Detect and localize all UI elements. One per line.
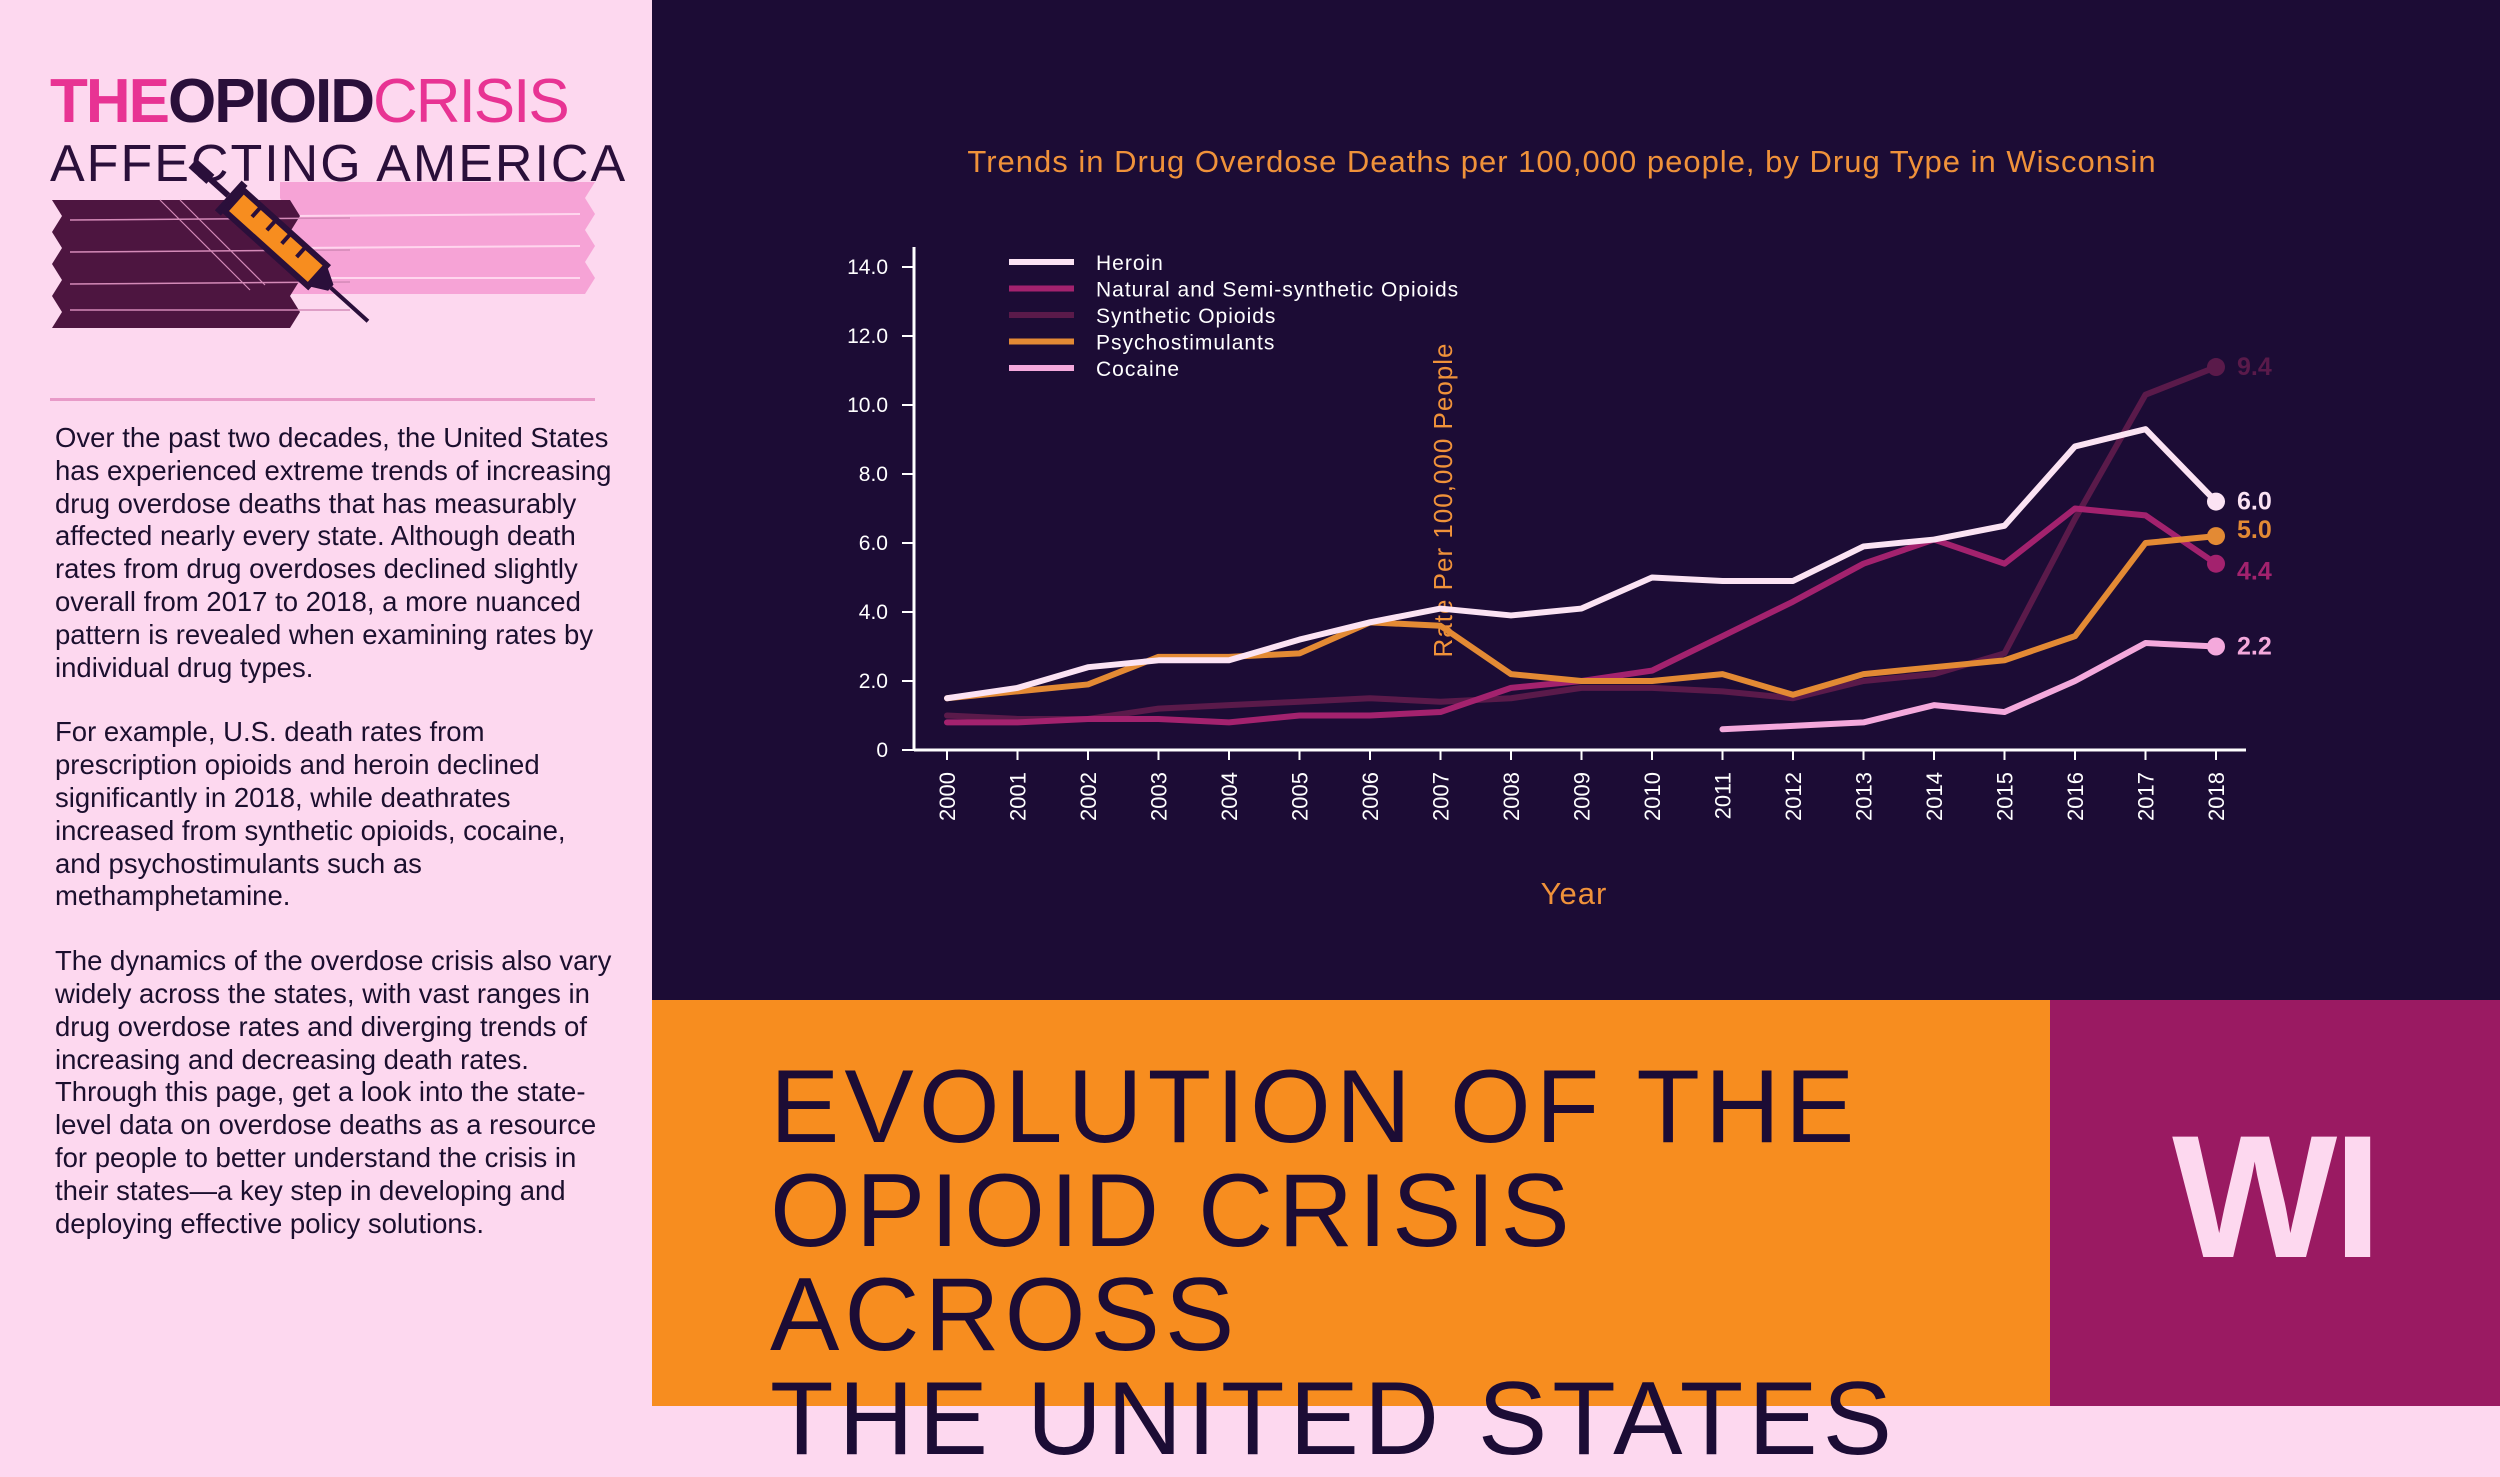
series-end-point bbox=[2207, 527, 2225, 546]
chart-y-axis-label: Rate Per 100,000 People bbox=[1428, 343, 1458, 658]
legend-label: Cocaine bbox=[1096, 358, 1180, 381]
x-tick-label: 2007 bbox=[1429, 772, 1454, 821]
intro-paragraph-1: Over the past two decades, the United St… bbox=[55, 422, 612, 683]
x-tick-label: 2003 bbox=[1147, 772, 1172, 821]
series-end-point bbox=[2207, 358, 2225, 377]
x-tick-label: 2013 bbox=[1852, 772, 1877, 821]
brand-title: THEOPIOIDCRISIS AFFECTING AMERICA bbox=[50, 66, 628, 193]
chart-title: Trends in Drug Overdose Deaths per 100,0… bbox=[967, 144, 2156, 179]
legend-label: Natural and Semi-synthetic Opioids bbox=[1096, 279, 1459, 302]
y-tick-label: 0 bbox=[876, 739, 888, 762]
intro-paragraph-3: The dynamics of the overdose crisis also… bbox=[55, 945, 612, 1239]
x-tick-label: 2018 bbox=[2204, 772, 2229, 821]
series-line-synthetic-opioids bbox=[944, 364, 2219, 722]
series-line-heroin bbox=[944, 426, 2219, 702]
y-tick-label: 8.0 bbox=[859, 463, 888, 486]
brand-the: THE bbox=[50, 67, 170, 136]
chart-x-axis-label: Year bbox=[1541, 876, 1608, 911]
series-end-label: 2.2 bbox=[2237, 633, 2272, 661]
state-badge: WI bbox=[2050, 1000, 2500, 1406]
x-tick-label: 2008 bbox=[1499, 772, 1524, 821]
series-end-point bbox=[2207, 637, 2225, 656]
y-tick-label: 14.0 bbox=[847, 256, 888, 279]
x-tick-label: 2017 bbox=[2134, 772, 2159, 821]
y-tick-label: 12.0 bbox=[847, 325, 888, 348]
y-tick-label: 10.0 bbox=[847, 394, 888, 417]
legend-label: Heroin bbox=[1096, 252, 1164, 275]
y-tick-label: 2.0 bbox=[859, 670, 888, 693]
sidebar: THEOPIOIDCRISIS AFFECTING AMERICA bbox=[0, 0, 652, 1406]
chart-series: 6.0 4.4 9.4 5.0 2.2 bbox=[944, 353, 2272, 733]
y-tick-label: 6.0 bbox=[859, 532, 888, 555]
x-tick-label: 2004 bbox=[1217, 772, 1242, 821]
x-tick-label: 2002 bbox=[1076, 772, 1101, 821]
chart-panel: Trends in Drug Overdose Deaths per 100,0… bbox=[652, 0, 2500, 1000]
series-end-label: 5.0 bbox=[2237, 516, 2272, 544]
x-tick-label: 2001 bbox=[1006, 772, 1031, 821]
x-tick-label: 2010 bbox=[1640, 772, 1665, 821]
state-code: WI bbox=[2172, 1100, 2382, 1295]
headline-line-2: OPIOID CRISIS ACROSS bbox=[770, 1153, 1575, 1373]
x-tick-label: 2011 bbox=[1711, 772, 1736, 819]
headline-line-1: EVOLUTION OF THE bbox=[770, 1049, 1860, 1165]
series-end-label: 4.4 bbox=[2237, 558, 2272, 586]
series-line-cocaine bbox=[1719, 640, 2219, 733]
chart-axes: 0 2.0 4.0 6.0 8.0 10.0 12.0 14.0 2000 2001 2002 200… bbox=[847, 247, 2246, 821]
brand-line-1: THEOPIOIDCRISIS bbox=[50, 66, 610, 138]
series-end-label: 9.4 bbox=[2237, 353, 2272, 381]
headline-text: EVOLUTION OF THE OPIOID CRISIS ACROSS TH… bbox=[770, 1055, 2030, 1471]
intro-text: Over the past two decades, the United St… bbox=[55, 422, 615, 1272]
x-tick-label: 2000 bbox=[935, 772, 960, 821]
headline-banner: EVOLUTION OF THE OPIOID CRISIS ACROSS TH… bbox=[652, 1000, 2050, 1471]
x-tick-label: 2016 bbox=[2063, 772, 2088, 821]
series-end-point bbox=[2207, 492, 2225, 511]
x-tick-label: 2006 bbox=[1358, 772, 1383, 821]
overdose-line-chart: Trends in Drug Overdose Deaths per 100,0… bbox=[847, 144, 2272, 911]
series-end-label: 6.0 bbox=[2237, 488, 2272, 516]
brand-line-2: AFFECTING AMERICA bbox=[50, 135, 628, 193]
brand-crisis: CRISIS bbox=[373, 67, 570, 136]
x-tick-label: 2015 bbox=[1993, 772, 2018, 821]
series-end-point bbox=[2207, 554, 2225, 573]
syringe-banner-icon bbox=[52, 160, 595, 328]
sidebar-divider bbox=[50, 398, 595, 401]
legend-label: Psychostimulants bbox=[1096, 332, 1275, 355]
y-tick-label: 4.0 bbox=[859, 601, 888, 624]
x-tick-label: 2005 bbox=[1288, 772, 1313, 821]
legend-label: Synthetic Opioids bbox=[1096, 305, 1276, 328]
series-line-psychostimulants bbox=[944, 533, 2219, 702]
x-tick-label: 2012 bbox=[1781, 772, 1806, 821]
headline-line-3: THE UNITED STATES bbox=[770, 1361, 1897, 1477]
x-tick-label: 2014 bbox=[1922, 772, 1947, 821]
x-tick-label: 2009 bbox=[1570, 772, 1595, 821]
chart-legend: Heroin Natural and Semi-synthetic Opioids… bbox=[1009, 252, 1459, 381]
brand-opioid: OPIOID bbox=[168, 67, 375, 136]
intro-paragraph-2: For example, U.S. death rates from presc… bbox=[55, 716, 566, 912]
